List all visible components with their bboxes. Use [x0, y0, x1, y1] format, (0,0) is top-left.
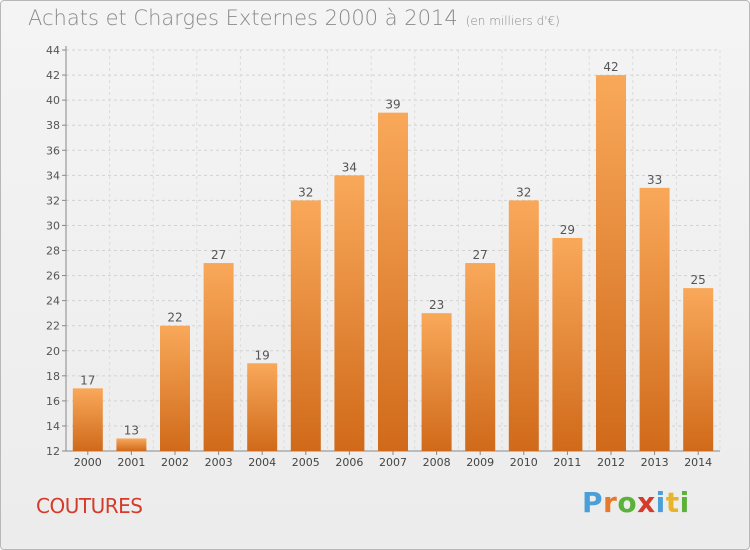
- bar: [552, 237, 583, 451]
- x-tick-label: 2001: [117, 456, 145, 469]
- bar: [421, 313, 452, 451]
- x-tick-label: 2000: [74, 456, 102, 469]
- logo-letter: i: [679, 486, 690, 519]
- chart-title-block: Achats et Charges Externes 2000 à 2014 (e…: [28, 6, 560, 30]
- y-tick-label: 40: [46, 94, 60, 107]
- y-tick-label: 34: [46, 169, 60, 182]
- y-tick-label: 24: [46, 295, 60, 308]
- y-tick-label: 36: [46, 144, 60, 157]
- chart-unit: (en milliers d'€): [465, 14, 560, 28]
- bar: [596, 75, 626, 451]
- logo-letter: P: [582, 486, 604, 519]
- x-tick-label: 2014: [684, 456, 712, 469]
- bar: [334, 175, 365, 451]
- y-tick-label: 22: [46, 320, 60, 333]
- x-tick-label: 2007: [379, 456, 407, 469]
- bar-value-label: 32: [298, 185, 313, 199]
- y-tick-label: 12: [46, 445, 60, 458]
- bar-value-label: 27: [211, 248, 226, 262]
- bar-value-label: 13: [124, 423, 139, 437]
- bar: [683, 288, 714, 451]
- bar: [639, 187, 670, 451]
- y-tick-label: 30: [46, 219, 60, 232]
- y-tick-label: 18: [46, 370, 60, 383]
- x-tick-label: 2003: [205, 456, 233, 469]
- x-tick-label: 2005: [292, 456, 320, 469]
- x-tick-label: 2012: [597, 456, 625, 469]
- bar-value-label: 42: [603, 60, 618, 74]
- bar-value-label: 32: [516, 185, 531, 199]
- logo-letter: i: [655, 486, 666, 519]
- x-tick-label: 2006: [335, 456, 363, 469]
- y-tick-label: 44: [46, 44, 60, 57]
- bar-value-label: 33: [647, 173, 662, 187]
- logo-letter: x: [637, 486, 656, 519]
- bar-value-label: 39: [385, 98, 400, 112]
- y-tick-label: 16: [46, 395, 60, 408]
- bar: [116, 438, 147, 451]
- bar: [290, 200, 321, 451]
- bar: [72, 388, 103, 451]
- bar: [160, 325, 190, 451]
- bar: [203, 263, 234, 451]
- x-tick-label: 2011: [553, 456, 581, 469]
- bar: [508, 200, 539, 451]
- bar-value-label: 29: [560, 223, 575, 237]
- logo-letter: o: [617, 486, 638, 519]
- bar-value-label: 23: [429, 298, 444, 312]
- bar: [378, 112, 408, 451]
- labels: 12 14 16 18 20 22 24 26 28 30 32 34 36 38 40 42 44 17 2000…: [46, 44, 712, 469]
- proxiti-logo: Proxiti: [582, 486, 690, 519]
- x-tick-label: 2009: [466, 456, 494, 469]
- y-tick-label: 26: [46, 270, 60, 283]
- chart-title: Achats et Charges Externes 2000 à 2014: [28, 6, 458, 30]
- bar-value-label: 19: [255, 348, 270, 362]
- x-tick-label: 2008: [423, 456, 451, 469]
- bar-value-label: 17: [80, 373, 95, 387]
- logo-letter: r: [603, 486, 618, 519]
- commune-name: COUTURES: [36, 494, 143, 518]
- y-tick-label: 20: [46, 345, 60, 358]
- y-tick-label: 32: [46, 194, 60, 207]
- x-tick-label: 2002: [161, 456, 189, 469]
- bars: [72, 75, 714, 451]
- bar: [247, 363, 278, 451]
- bar-value-label: 25: [691, 273, 706, 287]
- bar-value-label: 27: [473, 248, 488, 262]
- x-tick-label: 2013: [641, 456, 669, 469]
- bar: [465, 263, 496, 451]
- x-tick-label: 2004: [248, 456, 276, 469]
- y-tick-label: 28: [46, 245, 60, 258]
- bar-value-label: 34: [342, 160, 357, 174]
- y-tick-label: 14: [46, 420, 60, 433]
- logo-letter: t: [665, 486, 680, 519]
- y-tick-label: 42: [46, 69, 60, 82]
- y-tick-label: 38: [46, 119, 60, 132]
- bar-value-label: 22: [167, 311, 182, 325]
- x-tick-label: 2010: [510, 456, 538, 469]
